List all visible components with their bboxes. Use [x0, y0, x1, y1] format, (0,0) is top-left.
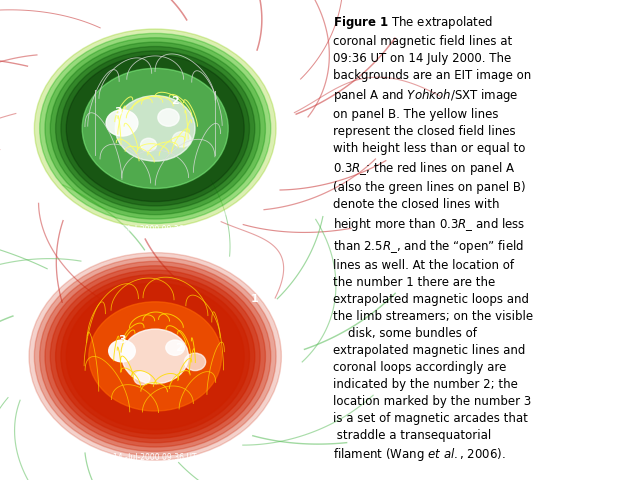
Circle shape: [166, 340, 184, 355]
Circle shape: [51, 270, 260, 443]
Text: 1: 1: [251, 294, 259, 304]
Circle shape: [158, 109, 179, 126]
Circle shape: [82, 68, 228, 189]
Text: $\bf{Figure\ 1}$ The extrapolated
coronal magnetic field lines at
09:36 UT on 14: $\bf{Figure\ 1}$ The extrapolated corona…: [333, 14, 532, 463]
Circle shape: [89, 302, 221, 411]
Text: 3: 3: [114, 108, 122, 117]
Circle shape: [184, 353, 205, 371]
Text: B: B: [33, 267, 45, 282]
Circle shape: [122, 329, 188, 384]
Circle shape: [56, 275, 255, 438]
Circle shape: [61, 51, 250, 206]
Circle shape: [66, 283, 244, 430]
Text: 14-Jul-2000 09:36 UT: 14-Jul-2000 09:36 UT: [115, 225, 196, 234]
Circle shape: [56, 47, 255, 210]
Text: 2: 2: [175, 343, 183, 353]
Circle shape: [35, 29, 276, 228]
Circle shape: [45, 266, 266, 447]
Text: 3: 3: [118, 336, 126, 345]
Circle shape: [29, 252, 282, 460]
Circle shape: [29, 24, 282, 232]
Circle shape: [35, 257, 276, 456]
Text: 2: 2: [172, 96, 179, 107]
Circle shape: [61, 279, 250, 434]
Circle shape: [115, 96, 195, 161]
Circle shape: [66, 55, 244, 202]
Circle shape: [40, 34, 271, 223]
Circle shape: [172, 132, 191, 147]
Circle shape: [134, 372, 150, 385]
Circle shape: [40, 262, 271, 451]
Text: 14 -Jul-2000 09:36 UT: 14 -Jul-2000 09:36 UT: [113, 453, 197, 462]
Text: 1: 1: [247, 49, 255, 60]
Circle shape: [109, 340, 135, 362]
Circle shape: [106, 110, 138, 136]
Text: A: A: [33, 39, 45, 54]
Circle shape: [45, 38, 266, 219]
Circle shape: [51, 42, 260, 215]
Circle shape: [141, 138, 157, 151]
